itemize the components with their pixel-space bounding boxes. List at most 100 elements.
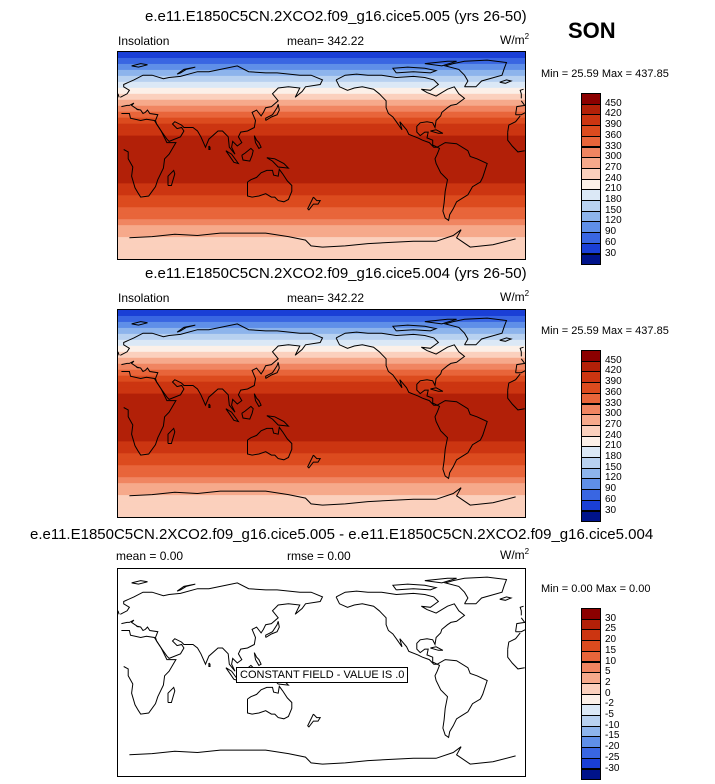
colorbar-tick-label: 90 <box>605 226 617 238</box>
coastline-4 <box>121 371 177 456</box>
lat-band--70 <box>118 495 525 502</box>
lat-band--55 <box>118 219 525 226</box>
coastline-14 <box>499 337 513 342</box>
coastline-20 <box>253 393 262 408</box>
colorbar-tick-label: 420 <box>605 108 622 120</box>
panel-2-mean-label: mean= 342.22 <box>287 291 365 305</box>
coastline-16 <box>424 318 457 325</box>
coastline-18 <box>176 324 196 333</box>
coastline-19 <box>430 646 444 651</box>
lat-band--30 <box>118 447 525 454</box>
lat-band-10 <box>118 141 525 149</box>
colorbar-tick-label: 300 <box>605 408 622 420</box>
coastline-3 <box>515 370 525 374</box>
coastline-1 <box>443 59 508 88</box>
colorbar-tick-label: 5 <box>605 666 611 678</box>
lat-band-70 <box>118 69 525 77</box>
lat-band-55 <box>118 87 525 95</box>
lat-band--30 <box>118 189 525 196</box>
coastline-5 <box>247 685 293 720</box>
lat-band-55 <box>118 345 525 353</box>
coastline-7 <box>167 686 176 703</box>
coastline-9 <box>265 104 280 121</box>
coastline-15 <box>391 583 438 591</box>
panel-3-map: CONSTANT FIELD - VALUE IS .0 <box>117 568 526 777</box>
lat-band-25 <box>118 123 525 131</box>
panel-3-rmse-label: rmse = 0.00 <box>287 549 351 563</box>
coastline-3 <box>515 629 525 633</box>
coastline-0 <box>335 73 466 148</box>
coastline-12 <box>266 415 290 427</box>
colorbar-tick-label: 150 <box>605 204 622 216</box>
coastline-21 <box>208 403 211 408</box>
lat-band-45 <box>118 357 525 365</box>
lat-band--5 <box>118 159 525 167</box>
lat-band--40 <box>118 201 525 208</box>
panel-1-minmax: Min = 25.59 Max = 437.85 <box>541 68 669 80</box>
colorbar-tick-label: 420 <box>605 365 622 377</box>
lat-band-60 <box>118 339 525 347</box>
colorbar-tick-label: 450 <box>605 354 622 366</box>
coastline-16 <box>424 60 457 67</box>
lat-band--25 <box>118 441 525 448</box>
lat-band--80 <box>118 249 525 256</box>
coastline-15 <box>391 324 438 332</box>
colorbar-tick-label: 120 <box>605 215 622 227</box>
lat-band--5 <box>118 417 525 425</box>
coastline-16 <box>424 577 457 584</box>
coastline-9 <box>265 362 280 379</box>
coastline-3 <box>515 100 525 115</box>
lat-band-50 <box>118 93 525 101</box>
coastline-13 <box>307 713 322 728</box>
coastline-3 <box>515 112 525 116</box>
colorbar-tick-label: 450 <box>605 97 622 109</box>
lat-band-85 <box>118 52 525 59</box>
coastline-6 <box>129 490 323 506</box>
coastline-6 <box>322 746 516 765</box>
colorbar-tick-label: 25 <box>605 623 617 635</box>
panel-1-map-svg <box>118 52 525 259</box>
panel-3-minmax: Min = 0.00 Max = 0.00 <box>541 583 651 595</box>
colorbar-tick-label: 30 <box>605 612 617 624</box>
coastline-8 <box>118 351 120 356</box>
coastline-20 <box>253 135 262 150</box>
lat-band-75 <box>118 321 525 329</box>
colorbar-tick-label: 300 <box>605 151 622 163</box>
coastline-19 <box>430 129 444 134</box>
colorbar-tick-label: 210 <box>605 440 622 452</box>
coastline-15 <box>391 66 438 74</box>
colorbar-tick-label: 120 <box>605 472 622 484</box>
colorbar-tick-label: 180 <box>605 194 622 205</box>
colorbar-swatch <box>581 253 601 266</box>
coastline-9 <box>265 621 280 638</box>
colorbar-tick-label: 210 <box>605 183 622 195</box>
lat-band--10 <box>118 165 525 173</box>
coastline-18 <box>176 66 196 75</box>
colorbar-tick-label: 0 <box>605 687 611 699</box>
panel-1-mean-label: mean= 342.22 <box>287 34 365 48</box>
colorbar-swatch <box>581 510 601 523</box>
coastline-21 <box>208 145 211 150</box>
coastline-3 <box>120 582 324 672</box>
colorbar-tick-label: 240 <box>605 172 622 184</box>
colorbar-tick-label: 90 <box>605 483 617 495</box>
lat-band-70 <box>118 327 525 335</box>
coastline-3 <box>120 65 324 155</box>
panel-1-map <box>117 51 526 260</box>
coastline-6 <box>322 487 516 506</box>
lat-band--45 <box>118 465 525 472</box>
coastline-20 <box>253 652 262 667</box>
lat-band--60 <box>118 483 525 490</box>
coastline-7 <box>167 169 176 186</box>
coastline-6 <box>129 749 323 765</box>
lat-band-10 <box>118 399 525 407</box>
coastline-6 <box>322 229 516 248</box>
panel-2-map-svg <box>118 310 525 517</box>
coastline-19 <box>430 387 444 392</box>
lat-band--35 <box>118 453 525 460</box>
colorbar-tick-label: 390 <box>605 119 622 131</box>
lat-band-35 <box>118 369 525 377</box>
coastline-13 <box>307 196 322 211</box>
lat-band--35 <box>118 195 525 202</box>
colorbar-tick-label: -25 <box>605 751 620 763</box>
